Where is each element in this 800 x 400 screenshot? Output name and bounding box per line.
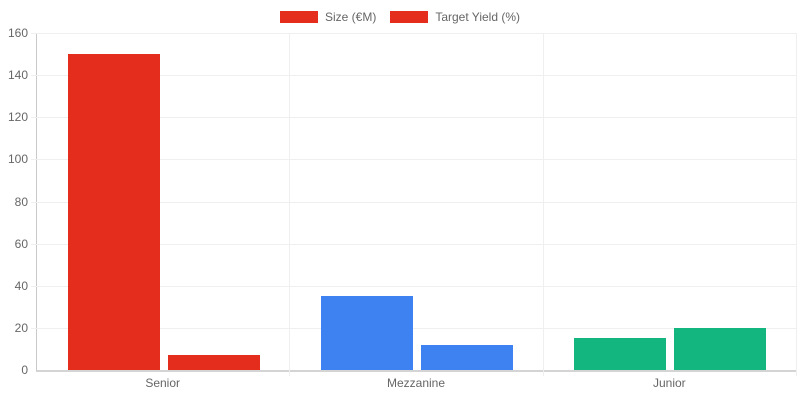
y-axis-tick-label: 140 bbox=[7, 68, 28, 83]
plot-area: 0 20 40 60 80 100 120 140 160 bbox=[8, 26, 797, 377]
bar-size-mezzanine[interactable] bbox=[321, 296, 413, 370]
legend-item-size[interactable]: Size (€M) bbox=[279, 10, 377, 24]
x-axis-label-mezzanine: Mezzanine bbox=[386, 376, 445, 390]
bar-size-senior[interactable] bbox=[67, 54, 160, 370]
gridline-horizontal bbox=[31, 159, 797, 161]
y-axis-tick-label: 60 bbox=[14, 236, 28, 251]
gridline-horizontal bbox=[31, 75, 797, 77]
gridline-vertical bbox=[542, 33, 544, 376]
x-axis-label-senior: Senior bbox=[145, 376, 180, 390]
legend-swatch-icon bbox=[279, 11, 318, 23]
bar-group-junior bbox=[544, 33, 797, 370]
bar-size-junior[interactable] bbox=[574, 338, 667, 370]
legend-swatch-icon bbox=[390, 11, 429, 23]
x-axis-label-junior: Junior bbox=[652, 376, 686, 390]
bar-yield-mezzanine[interactable] bbox=[420, 344, 513, 370]
gridline-horizontal bbox=[31, 33, 797, 34]
y-axis-tick-label: 0 bbox=[21, 363, 28, 377]
bar-groups bbox=[37, 33, 797, 370]
y-axis-tick-label: 100 bbox=[7, 152, 28, 167]
gridline-horizontal bbox=[31, 117, 797, 119]
legend: Size (€M) Target Yield (%) bbox=[0, 8, 800, 26]
bar-group-mezzanine bbox=[290, 33, 543, 370]
gridline-vertical bbox=[289, 33, 291, 376]
gridline-horizontal bbox=[31, 285, 797, 287]
y-axis-tick-label: 120 bbox=[7, 110, 28, 125]
gridline-horizontal bbox=[31, 243, 797, 245]
gridline-horizontal bbox=[31, 201, 797, 203]
bar-yield-junior[interactable] bbox=[674, 327, 767, 370]
y-axis-tick-label: 160 bbox=[7, 26, 28, 40]
y-axis-tick-label: 80 bbox=[14, 194, 28, 209]
y-axis-tick-label: 40 bbox=[14, 278, 28, 293]
legend-item-target-yield[interactable]: Target Yield (%) bbox=[390, 10, 520, 24]
legend-label: Size (€M) bbox=[324, 10, 377, 24]
legend-label: Target Yield (%) bbox=[435, 10, 521, 24]
bar-yield-senior[interactable] bbox=[167, 355, 260, 370]
x-axis: Senior Mezzanine Junior bbox=[36, 376, 796, 390]
gridline-horizontal bbox=[31, 327, 797, 329]
gridline-vertical bbox=[796, 33, 797, 376]
bar-group-senior bbox=[37, 33, 290, 370]
y-axis-tick-label: 20 bbox=[14, 320, 28, 335]
